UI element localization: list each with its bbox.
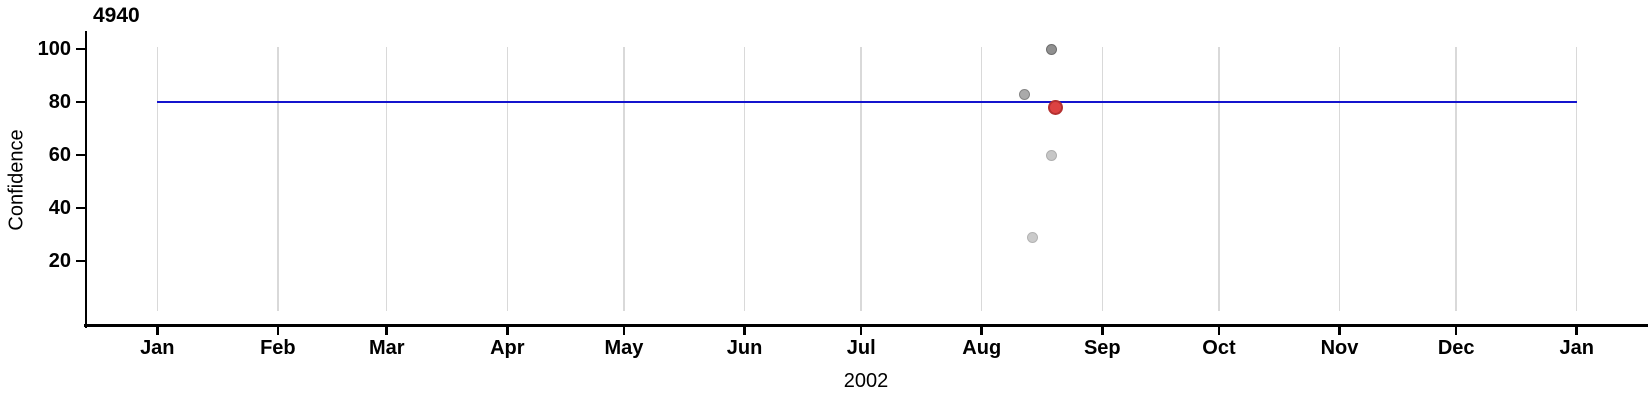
y-tick — [76, 206, 85, 210]
month-gridline — [1218, 47, 1220, 311]
month-gridline — [1338, 47, 1341, 311]
x-tick — [980, 326, 983, 335]
x-tick — [743, 326, 746, 335]
x-tick — [859, 326, 863, 335]
month-gridline — [1455, 47, 1457, 311]
month-gridline — [156, 47, 159, 311]
x-tick — [622, 326, 626, 335]
chart-title: 4940 — [93, 4, 140, 27]
x-tick-label: Aug — [962, 337, 1002, 359]
x-tick-label: Mar — [368, 337, 405, 359]
month-gridline — [1575, 47, 1578, 311]
x-tick-label: Nov — [1320, 337, 1359, 359]
x-tick — [1217, 326, 1221, 335]
y-tick — [76, 259, 85, 263]
month-gridline — [860, 47, 862, 311]
x-tick — [1575, 326, 1578, 335]
y-tick-label: 80 — [48, 91, 71, 114]
x-tick — [156, 326, 159, 335]
month-gridline — [1101, 47, 1104, 311]
y-tick-label: 60 — [48, 144, 71, 167]
x-tick-label: Jul — [846, 337, 876, 359]
x-tick-label: Apr — [490, 337, 525, 359]
month-gridline — [506, 47, 509, 311]
x-axis-line — [83, 324, 1648, 327]
y-tick — [76, 153, 85, 157]
reference-line — [157, 101, 1577, 104]
data-point — [1046, 43, 1058, 55]
y-tick-label: 40 — [48, 197, 71, 220]
month-gridline — [980, 47, 983, 311]
x-tick-label: Jun — [726, 337, 763, 359]
month-gridline — [277, 47, 279, 311]
x-tick-label: Oct — [1202, 337, 1236, 359]
data-point — [1046, 149, 1058, 161]
data-point — [1019, 88, 1031, 100]
x-tick-label: Feb — [260, 337, 296, 359]
x-tick — [385, 326, 388, 335]
x-tick — [276, 326, 280, 335]
x-tick — [1454, 326, 1458, 335]
highlighted-data-point — [1048, 99, 1064, 115]
month-gridline — [743, 47, 746, 311]
y-axis-line — [84, 31, 88, 328]
x-tick-label: Jan — [140, 337, 175, 359]
y-tick-label: 100 — [37, 38, 71, 60]
y-tick — [76, 47, 85, 51]
x-tick — [1338, 326, 1341, 335]
x-axis-title: 2002 — [843, 370, 889, 392]
y-tick — [76, 100, 85, 104]
month-gridline — [385, 47, 388, 311]
x-tick-label: May — [604, 337, 644, 359]
x-tick-label: Dec — [1437, 337, 1475, 359]
x-tick-label: Jan — [1559, 337, 1594, 359]
x-tick — [506, 326, 509, 335]
month-gridline — [623, 47, 625, 311]
data-point — [1026, 231, 1038, 243]
x-tick — [1101, 326, 1104, 335]
y-tick-label: 20 — [48, 250, 71, 273]
x-tick-label: Sep — [1083, 337, 1121, 359]
